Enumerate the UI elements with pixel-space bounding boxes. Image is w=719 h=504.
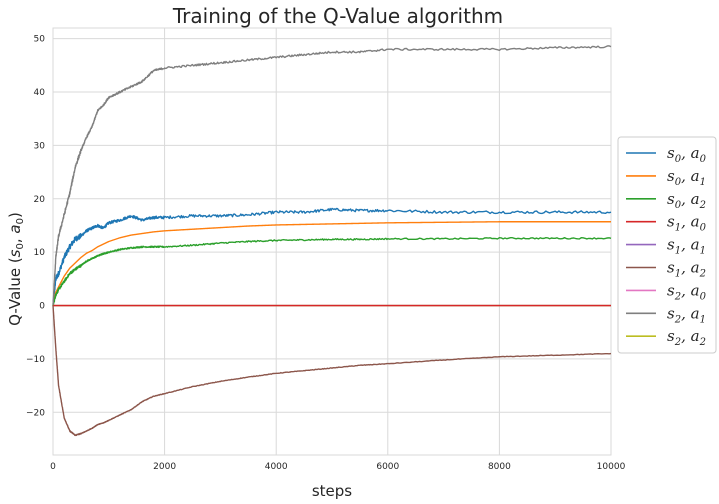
series-line-s0-a2	[52, 236, 612, 306]
x-tick-label: 4000	[265, 462, 288, 472]
y-tick-label: 40	[34, 88, 46, 98]
y-tick-label: −20	[26, 408, 45, 418]
x-tick-label: 0	[50, 462, 56, 472]
x-tick-label: 8000	[488, 462, 511, 472]
x-tick-label: 2000	[153, 462, 176, 472]
legend-label: s0, a2	[667, 190, 706, 211]
legend-label: s0, a0	[667, 144, 707, 165]
series-line-s1-a2	[52, 305, 612, 437]
x-tick-label: 6000	[376, 462, 399, 472]
legend-label: s1, a0	[667, 213, 707, 234]
legend-label: s2, a0	[667, 281, 707, 302]
legend-label: s2, a2	[667, 327, 706, 348]
y-tick-label: 0	[39, 302, 45, 312]
series-line-s0-a0	[52, 207, 612, 307]
y-axis-label: Q-Value (s0, a0)	[6, 212, 26, 326]
grid-lines	[52, 27, 612, 456]
y-tick-label: 20	[34, 195, 46, 205]
plot-area	[52, 45, 612, 437]
legend-label: s1, a1	[667, 236, 706, 257]
x-tick-label: 10000	[597, 462, 626, 472]
series-line-s2-a1	[52, 45, 612, 305]
legend-label: s1, a2	[667, 259, 706, 280]
x-axis-ticks: 0 2000 4000 6000 8000 10000	[50, 462, 625, 472]
plot-frame	[52, 27, 612, 456]
y-tick-label: 50	[34, 35, 46, 45]
y-tick-label: 10	[34, 248, 46, 258]
y-tick-label: 30	[34, 141, 46, 151]
legend-box	[617, 136, 717, 354]
y-tick-label: −10	[26, 355, 45, 365]
legend-label: s0, a1	[667, 167, 706, 188]
series-line-s0-a1	[52, 221, 611, 306]
y-axis-ticks: −20 −10 0 10 20 30 40 50	[26, 35, 45, 419]
chart-title: Training of the Q-Value algorithm	[172, 4, 503, 28]
legend-label: s2, a1	[667, 304, 706, 325]
x-axis-label: steps	[312, 482, 352, 500]
